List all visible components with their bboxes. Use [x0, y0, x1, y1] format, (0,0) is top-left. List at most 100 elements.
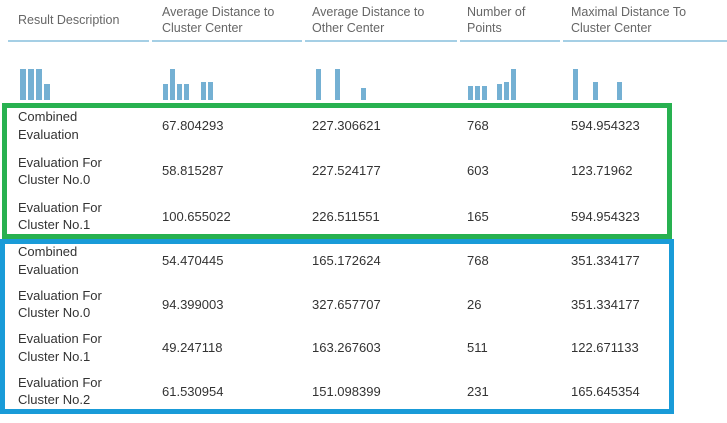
histogram-bar: [504, 82, 509, 100]
cell-value: 231: [467, 383, 489, 399]
histogram-bar: [482, 86, 487, 100]
cell-max-distance-to-cluster-center[interactable]: 351.334177: [563, 239, 727, 283]
cell-avg-distance-to-other-center[interactable]: 151.098399: [305, 369, 460, 413]
cell-max-distance-to-cluster-center[interactable]: 122.671133: [563, 326, 727, 370]
histogram-bar: [36, 69, 42, 100]
row-group-second-model-evaluation: Combined Evaluation 54.470445 165.172624 76…: [0, 239, 727, 413]
histogram-number-of-points[interactable]: [460, 42, 563, 103]
column-header-avg-distance-to-other-center[interactable]: Average Distance to Other Center: [305, 0, 460, 42]
header-divider-line: [460, 40, 560, 42]
cell-number-of-points[interactable]: 768: [460, 239, 563, 283]
cell-value: 26: [467, 296, 482, 312]
cell-avg-distance-to-other-center[interactable]: 327.657707: [305, 282, 460, 326]
histogram-bar: [468, 86, 473, 100]
row-label: Evaluation For Cluster No.1: [18, 200, 102, 233]
cell-number-of-points[interactable]: 231: [460, 369, 563, 413]
cell-value: 227.306621: [312, 118, 381, 134]
cell-value: 49.247118: [162, 340, 223, 356]
table-row: Evaluation For Cluster No.2 61.530954 151.…: [0, 369, 727, 413]
cell-max-distance-to-cluster-center[interactable]: 165.645354: [563, 369, 727, 413]
cell-result-description[interactable]: Evaluation For Cluster No.2: [0, 369, 152, 413]
header-divider-line: [8, 40, 149, 42]
cell-avg-distance-to-cluster-center[interactable]: 94.399003: [152, 282, 305, 326]
cell-number-of-points[interactable]: 26: [460, 282, 563, 326]
cell-avg-distance-to-other-center[interactable]: 227.524177: [305, 148, 460, 193]
table-header-row: Result Description Average Distance to Cl…: [0, 0, 727, 42]
cell-avg-distance-to-other-center[interactable]: 165.172624: [305, 239, 460, 283]
cell-avg-distance-to-cluster-center[interactable]: 100.655022: [152, 194, 305, 239]
cell-value: 768: [467, 253, 489, 269]
histogram-bar: [28, 69, 34, 100]
cell-value: 165.172624: [312, 253, 381, 269]
cell-result-description[interactable]: Evaluation For Cluster No.0: [0, 282, 152, 326]
cell-value: 151.098399: [312, 383, 381, 399]
histogram-bar: [361, 88, 366, 100]
histogram-bar: [184, 84, 189, 100]
column-header-max-distance-to-cluster-center[interactable]: Maximal Distance To Cluster Center: [563, 0, 727, 42]
cell-result-description[interactable]: Combined Evaluation: [0, 239, 152, 283]
header-divider-line: [305, 40, 457, 42]
cell-value: 54.470445: [162, 253, 224, 269]
cell-max-distance-to-cluster-center[interactable]: 594.954323: [563, 194, 727, 239]
column-header-result-description[interactable]: Result Description: [0, 0, 152, 42]
cell-avg-distance-to-other-center[interactable]: 226.511551: [305, 194, 460, 239]
cell-result-description[interactable]: Evaluation For Cluster No.0: [0, 148, 152, 193]
histogram-bar: [201, 82, 206, 100]
cell-number-of-points[interactable]: 165: [460, 194, 563, 239]
table-row: Evaluation For Cluster No.1 49.247118 163.…: [0, 326, 727, 370]
cell-value: 327.657707: [312, 296, 381, 312]
cell-value: 511: [467, 340, 488, 356]
column-header-label: Number of Points: [467, 4, 526, 36]
cell-value: 603: [467, 163, 489, 179]
cell-max-distance-to-cluster-center[interactable]: 123.71962: [563, 148, 727, 193]
histogram-result-description[interactable]: [0, 42, 152, 103]
cell-value: 226.511551: [312, 208, 380, 224]
row-label: Evaluation For Cluster No.2: [18, 374, 102, 408]
histogram-bar: [208, 82, 213, 100]
histogram-avg-distance-to-cluster-center[interactable]: [152, 42, 305, 103]
cell-number-of-points[interactable]: 603: [460, 148, 563, 193]
cell-result-description[interactable]: Evaluation For Cluster No.1: [0, 326, 152, 370]
cell-value: 165: [467, 208, 489, 224]
cell-value: 594.954323: [571, 118, 640, 134]
column-header-label: Average Distance to Other Center: [312, 4, 425, 36]
cell-avg-distance-to-cluster-center[interactable]: 61.530954: [152, 369, 305, 413]
column-header-avg-distance-to-cluster-center[interactable]: Average Distance to Cluster Center: [152, 0, 305, 42]
column-header-label: Average Distance to Cluster Center: [162, 4, 275, 36]
histogram-bar: [475, 86, 480, 100]
cell-number-of-points[interactable]: 768: [460, 103, 563, 148]
cell-value: 58.815287: [162, 163, 224, 179]
histogram-bar: [170, 69, 175, 100]
cell-value: 351.334177: [571, 253, 640, 269]
cell-avg-distance-to-other-center[interactable]: 163.267603: [305, 326, 460, 370]
cell-avg-distance-to-cluster-center[interactable]: 49.247118: [152, 326, 305, 370]
row-label: Combined Evaluation: [18, 109, 79, 142]
cell-max-distance-to-cluster-center[interactable]: 351.334177: [563, 282, 727, 326]
cell-number-of-points[interactable]: 511: [460, 326, 563, 370]
cell-value: 67.804293: [162, 118, 224, 134]
cell-result-description[interactable]: Combined Evaluation: [0, 103, 152, 148]
histogram-row: [0, 42, 727, 103]
header-divider-line: [152, 40, 302, 42]
cell-avg-distance-to-cluster-center[interactable]: 54.470445: [152, 239, 305, 283]
cell-value: 351.334177: [571, 296, 640, 312]
column-header-number-of-points[interactable]: Number of Points: [460, 0, 563, 42]
cell-result-description[interactable]: Evaluation For Cluster No.1: [0, 194, 152, 239]
histogram-avg-distance-to-other-center[interactable]: [305, 42, 460, 103]
histogram-max-distance-to-cluster-center[interactable]: [563, 42, 727, 103]
histogram-bar: [335, 69, 340, 100]
histogram-bar: [20, 69, 26, 100]
row-label: Evaluation For Cluster No.0: [18, 287, 102, 321]
cell-value: 100.655022: [162, 208, 231, 224]
column-header-label: Result Description: [18, 12, 120, 27]
cell-avg-distance-to-cluster-center[interactable]: 67.804293: [152, 103, 305, 148]
table-body: Combined Evaluation 67.804293 227.306621 76…: [0, 103, 727, 413]
cell-avg-distance-to-other-center[interactable]: 227.306621: [305, 103, 460, 148]
histogram-bar: [163, 84, 168, 100]
histogram-bar: [44, 84, 50, 100]
cell-max-distance-to-cluster-center[interactable]: 594.954323: [563, 103, 727, 148]
table-row: Evaluation For Cluster No.0 94.399003 327.…: [0, 282, 727, 326]
row-label: Combined Evaluation: [18, 244, 79, 277]
histogram-bar: [497, 84, 502, 100]
cell-avg-distance-to-cluster-center[interactable]: 58.815287: [152, 148, 305, 193]
